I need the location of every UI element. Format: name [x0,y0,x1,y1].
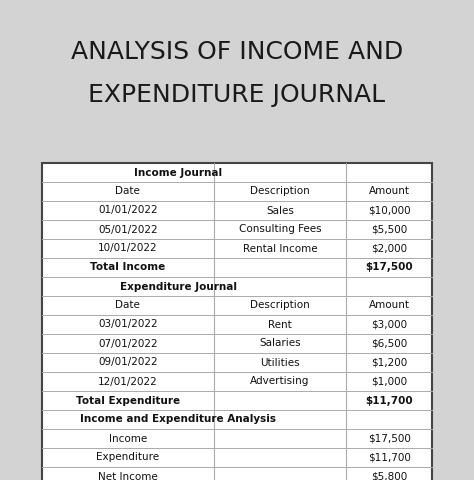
Text: $1,200: $1,200 [371,358,407,368]
Text: 12/01/2022: 12/01/2022 [98,376,158,386]
Text: $17,500: $17,500 [368,433,410,444]
Text: $1,000: $1,000 [371,376,407,386]
Text: Income Journal: Income Journal [135,168,223,178]
Text: 10/01/2022: 10/01/2022 [98,243,158,253]
Text: Consulting Fees: Consulting Fees [238,225,321,235]
Text: ANALYSIS OF INCOME AND: ANALYSIS OF INCOME AND [71,40,403,64]
Text: $3,000: $3,000 [371,320,407,329]
Text: EXPENDITURE JOURNAL: EXPENDITURE JOURNAL [89,83,385,107]
Text: Description: Description [250,300,310,311]
Text: Rent: Rent [268,320,292,329]
Text: $17,500: $17,500 [365,263,413,273]
Text: $5,500: $5,500 [371,225,407,235]
Text: Expenditure Journal: Expenditure Journal [120,281,237,291]
Text: Amount: Amount [369,300,410,311]
Text: 09/01/2022: 09/01/2022 [98,358,158,368]
Text: $10,000: $10,000 [368,205,410,216]
Text: $11,700: $11,700 [365,396,413,406]
Text: 01/01/2022: 01/01/2022 [98,205,158,216]
Text: Utilities: Utilities [260,358,300,368]
Text: Income and Expenditure Analysis: Income and Expenditure Analysis [81,415,276,424]
Text: Rental Income: Rental Income [243,243,317,253]
Text: 05/01/2022: 05/01/2022 [98,225,158,235]
Text: Total Expenditure: Total Expenditure [76,396,180,406]
Text: Description: Description [250,187,310,196]
Text: $2,000: $2,000 [371,243,407,253]
Text: 03/01/2022: 03/01/2022 [98,320,158,329]
Text: Sales: Sales [266,205,294,216]
Text: $5,800: $5,800 [371,471,407,480]
Text: Income: Income [109,433,147,444]
Text: Date: Date [115,187,140,196]
Text: $6,500: $6,500 [371,338,407,348]
Text: Expenditure: Expenditure [96,453,159,463]
Text: $11,700: $11,700 [368,453,410,463]
Text: Advertising: Advertising [250,376,310,386]
Text: Net Income: Net Income [98,471,158,480]
Text: Total Income: Total Income [90,263,165,273]
Bar [42,163,432,480]
Text: 07/01/2022: 07/01/2022 [98,338,158,348]
Text: Date: Date [115,300,140,311]
Text: Amount: Amount [369,187,410,196]
Text: Salaries: Salaries [259,338,301,348]
